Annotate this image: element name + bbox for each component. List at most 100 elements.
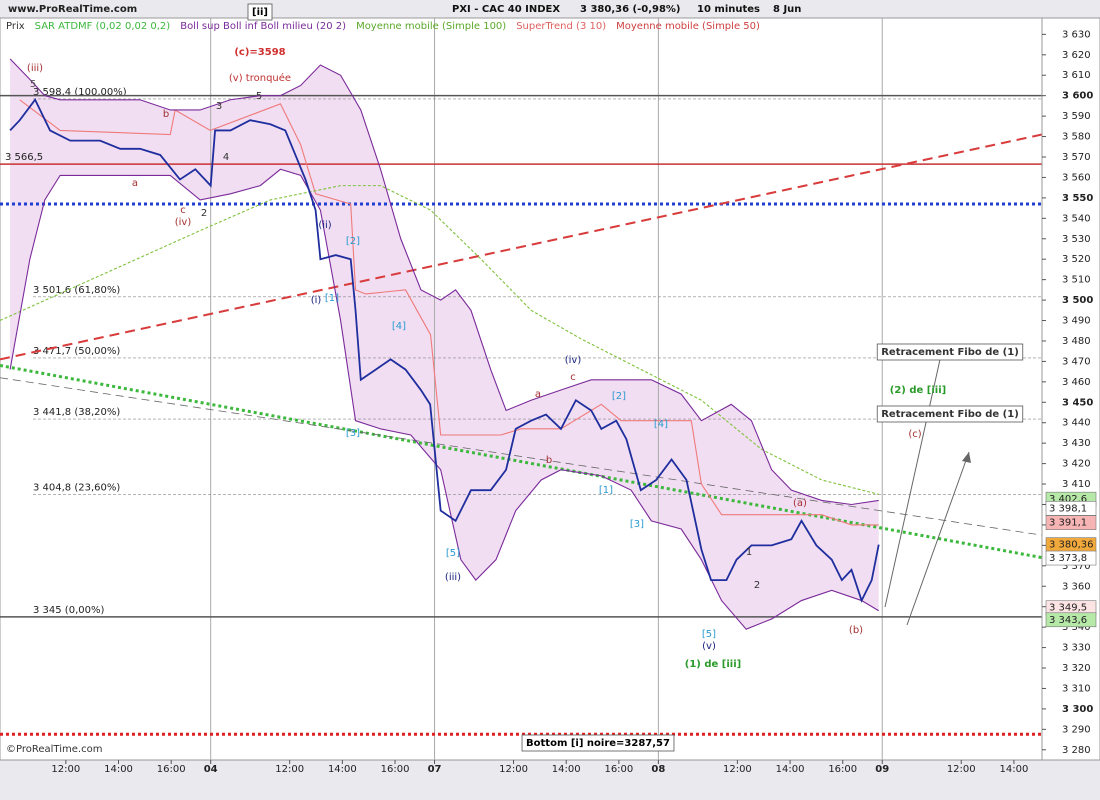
annotation: 2 xyxy=(201,208,207,219)
x-tick-label: 14:00 xyxy=(328,764,357,775)
annotation-box xyxy=(876,343,1024,361)
y-tick-label: 3 410 xyxy=(1062,479,1091,490)
y-tick-label: 3 370 xyxy=(1062,561,1091,572)
fibo-label: 3 471,7 (50,00%) xyxy=(33,346,120,357)
fibo-label: 3 501,6 (61,80%) xyxy=(33,285,120,296)
x-tick-label: 16:00 xyxy=(828,764,857,775)
y-tick-label: 3 360 xyxy=(1062,581,1091,592)
annotation: [5] xyxy=(702,629,716,640)
right-axis-bg xyxy=(1041,17,1100,761)
annotation: [1] xyxy=(325,293,339,304)
y-tick-label: 3 620 xyxy=(1062,50,1091,61)
price-tag xyxy=(1045,612,1097,628)
annotation: [3] xyxy=(346,428,360,439)
y-tick-label: 3 420 xyxy=(1062,459,1091,470)
y-tick-label: 3 530 xyxy=(1062,234,1091,245)
y-tick-label: 3 310 xyxy=(1062,683,1091,694)
annotation: Retracement Fibo de (1) xyxy=(881,409,1019,420)
annotation: 2 xyxy=(754,580,760,591)
annotation: b xyxy=(163,109,169,120)
annotation: c xyxy=(180,205,186,216)
x-tick-label: 16:00 xyxy=(157,764,186,775)
annotation: (a) xyxy=(793,498,807,509)
annotation: (iii) xyxy=(27,63,43,74)
annotation: (iii) xyxy=(445,572,461,583)
price-line xyxy=(9,98,880,603)
copyright: ©ProRealTime.com xyxy=(6,744,102,755)
annotation: Bottom [i] noire=3287,57 xyxy=(526,738,670,749)
arrow-head xyxy=(962,452,971,463)
annotation: [5] xyxy=(446,548,460,559)
annotation: a xyxy=(535,389,541,400)
indicator-line xyxy=(9,168,880,630)
legend-entry: Moyenne mobile (Simple 100) xyxy=(356,21,506,32)
annotation: c xyxy=(570,372,576,383)
price-tag-label: 3 402,6 xyxy=(1049,494,1087,505)
annotation: 5 xyxy=(30,79,36,90)
y-tick-label: 3 610 xyxy=(1062,70,1091,81)
price-tag xyxy=(1045,501,1097,516)
annotation: [ii] xyxy=(252,7,268,18)
x-tick-label: 16:00 xyxy=(604,764,633,775)
site-name: www.ProRealTime.com xyxy=(8,4,137,15)
y-tick-label: 3 300 xyxy=(1062,704,1093,715)
y-tick-label: 3 630 xyxy=(1062,29,1091,40)
annotation-box xyxy=(876,405,1024,423)
legend-entry: SuperTrend (3 10) xyxy=(516,21,606,32)
y-tick-label: 3 440 xyxy=(1062,418,1091,429)
plot-layer: 3 598,4 (100,00%) 3 566,5 3 501,6 (61,80%)… xyxy=(0,18,1042,760)
annotation: [2] xyxy=(612,391,626,402)
y-tick-label: 3 520 xyxy=(1062,254,1091,265)
y-tick-label: 3 490 xyxy=(1062,316,1091,327)
annotation: (2) de [iii] xyxy=(890,385,946,396)
quote: 3 380,36 (-0,98%) xyxy=(580,4,681,15)
fibo-label: 3 566,5 xyxy=(5,152,43,163)
annotation: (v) xyxy=(702,641,716,652)
x-tick-label: 14:00 xyxy=(999,764,1028,775)
annotation: [2] xyxy=(346,236,360,247)
annotation: Retracement Fibo de (1) xyxy=(881,347,1019,358)
x-tick-label: 08 xyxy=(651,764,665,775)
x-tick-label: 12:00 xyxy=(51,764,80,775)
y-tick-label: 3 290 xyxy=(1062,724,1091,735)
y-tick-label: 3 320 xyxy=(1062,663,1091,674)
y-tick-label: 3 470 xyxy=(1062,356,1091,367)
trend-line xyxy=(0,364,1042,560)
y-tick-label: 3 590 xyxy=(1062,111,1091,122)
y-tick-label: 3 560 xyxy=(1062,172,1091,183)
annotation: (1) de [iii] xyxy=(685,659,741,670)
annotation: [4] xyxy=(654,419,668,430)
annotation: (b) xyxy=(849,625,863,636)
price-tag xyxy=(1045,550,1097,566)
annotation: (iv) xyxy=(175,217,192,228)
projection-arrow xyxy=(884,345,944,608)
price-tag-label: 3 380,36 xyxy=(1049,540,1094,551)
x-tick-label: 04 xyxy=(204,764,218,775)
y-tick-label: 3 540 xyxy=(1062,213,1091,224)
y-tick-label: 3 500 xyxy=(1062,295,1093,306)
annotation: (v) tronquée xyxy=(229,72,291,84)
annotation: (c) xyxy=(908,429,921,440)
annotation: [4] xyxy=(392,321,406,332)
x-tick-label: 14:00 xyxy=(776,764,805,775)
indicator-line xyxy=(9,58,879,506)
instrument: PXI - CAC 40 INDEX xyxy=(452,4,560,15)
y-tick-label: 3 450 xyxy=(1062,397,1093,408)
y-tick-label: 3 460 xyxy=(1062,377,1091,388)
x-tick-label: 12:00 xyxy=(723,764,752,775)
x-tick-label: 14:00 xyxy=(552,764,581,775)
y-tick-label: 3 580 xyxy=(1062,132,1091,143)
y-tick-label: 3 510 xyxy=(1062,275,1091,286)
price-tag-label: 3 398,1 xyxy=(1049,503,1087,514)
y-tick-label: 3 600 xyxy=(1062,91,1093,102)
annotation-box xyxy=(247,3,273,21)
annotation: (ii) xyxy=(318,220,331,231)
annotation: (iv) xyxy=(565,355,582,366)
period: 10 minutes xyxy=(697,4,760,15)
annotation: (i) xyxy=(311,295,322,306)
fibo-label: 3 404,8 (23,60%) xyxy=(33,483,120,494)
trend-line xyxy=(0,377,1042,536)
annotation: 5 xyxy=(256,91,262,102)
